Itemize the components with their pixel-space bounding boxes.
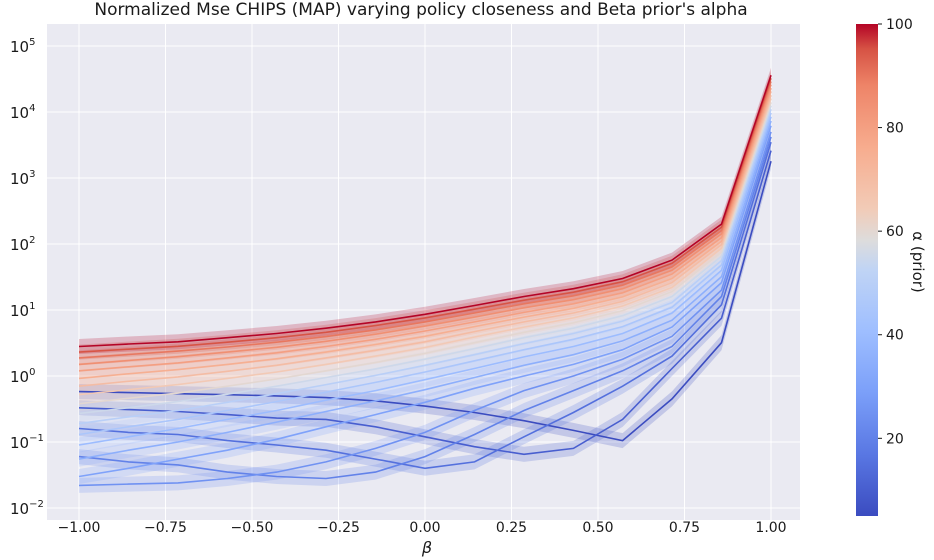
series-line (78, 94, 772, 387)
y-tick-label: 104 (10, 103, 35, 122)
colorbar-tick-label: 20 (886, 431, 904, 447)
colorbar-tick-label: 40 (886, 328, 904, 344)
x-axis-label: β (421, 538, 433, 557)
series-line (78, 112, 772, 436)
x-tick-label: −1.00 (58, 520, 101, 536)
series-line (78, 136, 772, 480)
y-tick-label: 10−2 (10, 499, 44, 518)
colorbar-tick-label: 60 (886, 224, 904, 240)
confidence-band (79, 74, 771, 366)
series-line (78, 131, 772, 487)
confidence-band (79, 113, 771, 467)
series-line (78, 109, 772, 425)
confidence-band (79, 98, 771, 422)
series-line (78, 105, 772, 415)
x-tick-label: 0.75 (669, 520, 700, 536)
series-line (78, 84, 772, 366)
series-line (78, 116, 772, 446)
colorbar-tick-label: 80 (886, 121, 904, 137)
series-line (78, 87, 772, 372)
series-line (78, 75, 772, 348)
series-line (78, 141, 772, 470)
series-line (78, 102, 772, 405)
x-tick-label: 0.00 (409, 520, 440, 536)
series-line (78, 91, 772, 380)
y-tick-label: 103 (10, 169, 35, 188)
chart-title: Normalized Mse CHIPS (MAP) varying polic… (94, 0, 748, 20)
colorbar-tick-label: 100 (886, 17, 913, 33)
x-tick-label: −0.50 (231, 520, 274, 536)
x-tick-label: 0.50 (582, 520, 613, 536)
x-tick-label: 1.00 (755, 520, 786, 536)
y-tick-label: 101 (10, 301, 35, 320)
confidence-band (79, 91, 771, 403)
x-tick-label: −0.75 (144, 520, 187, 536)
series-line (78, 125, 772, 478)
y-tick-label: 10−1 (10, 433, 44, 452)
series-line (78, 98, 772, 396)
x-tick-label: −0.25 (317, 520, 360, 536)
confidence-band (79, 109, 771, 453)
y-tick-label: 100 (10, 367, 35, 386)
series-line (78, 150, 772, 456)
series-line (78, 160, 772, 442)
y-tick-label: 105 (10, 37, 35, 56)
colorbar-label: α (prior) (909, 231, 927, 293)
y-tick-label: 102 (10, 235, 35, 254)
colorbar (856, 24, 878, 516)
confidence-band (79, 105, 771, 443)
confidence-band (79, 80, 771, 379)
series-line (78, 77, 772, 353)
series-line (78, 120, 772, 460)
confidence-band (79, 67, 771, 355)
x-tick-label: 0.25 (496, 520, 527, 536)
series-line (78, 81, 772, 359)
